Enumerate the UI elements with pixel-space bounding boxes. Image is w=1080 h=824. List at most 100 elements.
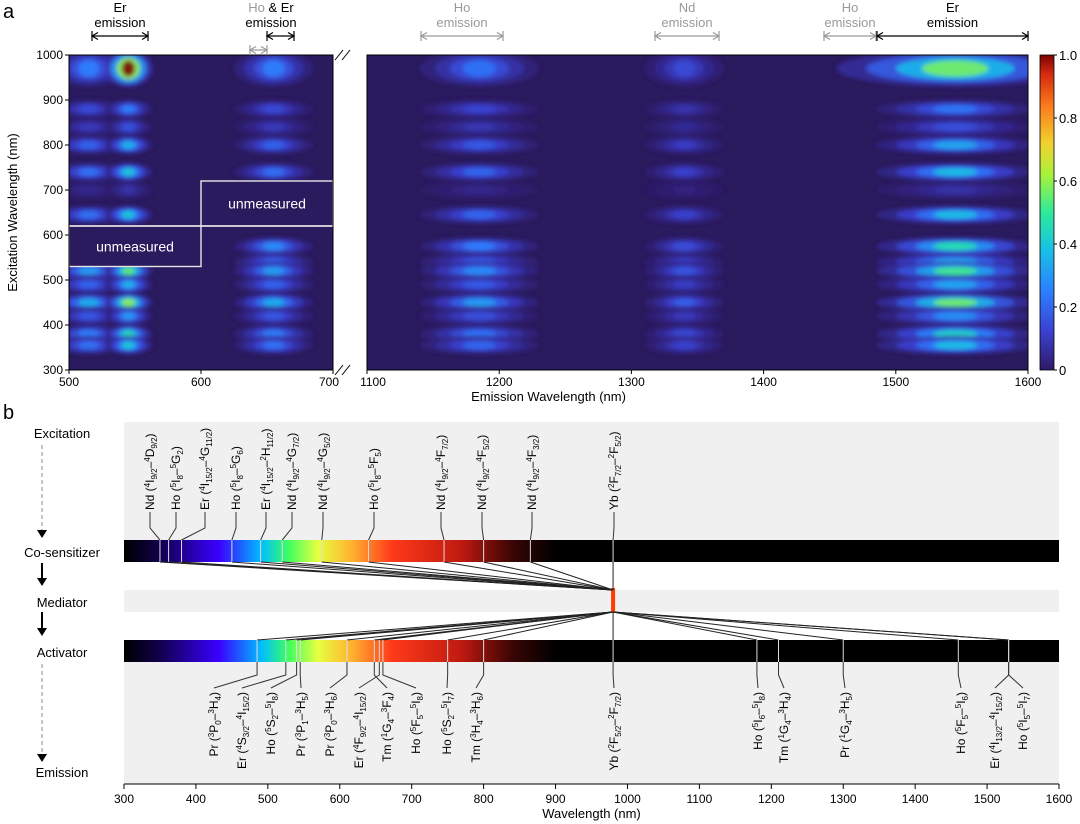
- colorbar-tick-label: 0.4: [1059, 237, 1077, 252]
- x-tick-label: 1100: [360, 375, 386, 389]
- heatmap-spot: [78, 311, 100, 321]
- excitation-path: [368, 561, 614, 591]
- flow-arrow-head: [37, 754, 47, 762]
- excitation-leader: [529, 512, 533, 541]
- heatmap-spot: [933, 329, 978, 339]
- heatmap-spot: [673, 167, 696, 177]
- x-tick-label: 700: [319, 375, 339, 389]
- row-label: Mediator: [37, 595, 88, 610]
- excitation-label: Nd (4I9/2–4G7/2): [285, 433, 301, 510]
- heatmap-spot: [78, 140, 100, 150]
- heatmap: unmeasured unmeasured: [68, 55, 1028, 370]
- x-axis-title: Wavelength (nm): [542, 806, 641, 821]
- y-tick-label: 400: [43, 318, 63, 332]
- panel-label-a: a: [3, 1, 15, 23]
- colorbar-tick-label: 0: [1059, 363, 1066, 378]
- heatmap-spot: [673, 185, 696, 195]
- emission-path: [612, 611, 758, 641]
- excitation-path: [321, 561, 614, 591]
- heatmap-spot: [262, 280, 285, 289]
- band-label: emission: [661, 15, 712, 30]
- flow-arrow-head: [37, 530, 47, 538]
- heatmap-spot: [921, 60, 989, 77]
- band-label: Er: [946, 0, 960, 15]
- heatmap-spot: [78, 280, 100, 289]
- heatmap-spot: [673, 60, 696, 77]
- excitation-path: [443, 561, 614, 591]
- heatmap-spots-left: [69, 55, 314, 355]
- mediator-marker: [611, 588, 616, 612]
- heatmap-spot: [933, 298, 978, 307]
- heatmap-spot: [262, 298, 285, 307]
- axis-break-mark: [334, 364, 344, 376]
- emission-leader: [213, 662, 258, 689]
- heatmap-spot: [462, 60, 497, 77]
- excitation-path: [181, 561, 614, 591]
- row-label: Co-sensitizer: [24, 545, 101, 560]
- heatmap-spot: [673, 280, 696, 289]
- activator-spectrum: [124, 640, 556, 662]
- heatmap-spot: [673, 122, 696, 132]
- band-label: Ho: [454, 0, 471, 15]
- colorbar-tick-label: 1.0: [1059, 48, 1077, 63]
- excitation-label: Nd (4I9/2–4D9/2): [143, 433, 159, 510]
- axis-break-mark: [341, 49, 351, 61]
- heatmap-spot: [933, 280, 978, 289]
- heatmap-spot: [121, 210, 136, 219]
- transition-diagram: Excitation Co-sensitizer Mediator Activator…: [24, 422, 1073, 821]
- heatmap-spot: [121, 122, 136, 132]
- excitation-label: Er (4I15/2–2H11/2): [259, 428, 275, 510]
- heatmap-spot: [121, 329, 136, 339]
- heatmap-spot: [933, 242, 978, 251]
- heatmap-spot: [933, 210, 978, 219]
- heatmap-spot: [933, 185, 978, 195]
- emission-leader: [842, 662, 846, 689]
- emission-path: [613, 611, 1009, 641]
- row-label: Excitation: [34, 426, 90, 441]
- mediator-strip: [124, 590, 1059, 612]
- emission-label: Er (4S3/2–4I15/2): [235, 692, 251, 769]
- heatmap-spot: [462, 140, 497, 150]
- excitation-path: [282, 561, 614, 591]
- heatmap-spot: [262, 266, 285, 276]
- excitation-path: [530, 561, 614, 591]
- heatmap-spot: [121, 341, 136, 350]
- heatmap-spot: [462, 311, 497, 321]
- excitation-strip: [124, 422, 1059, 540]
- band-label: Nd: [679, 0, 696, 15]
- heatmap-spot: [78, 266, 100, 276]
- heatmap-spot: [673, 298, 696, 307]
- band-label-combo: Ho & Er: [248, 0, 294, 15]
- band-label: emission: [94, 15, 145, 30]
- heatmap-spot: [121, 185, 136, 195]
- excitation-label: Ho (5I8–5G2): [169, 446, 185, 510]
- x-axis-title: Emission Wavelength (nm): [471, 389, 626, 404]
- emission-path: [300, 611, 614, 641]
- heatmap-spot: [462, 104, 497, 114]
- x-tick-label: 1500: [882, 375, 909, 389]
- x-tick-label: 1200: [486, 375, 513, 389]
- heatmap-spots-right: [419, 55, 1028, 355]
- heatmap-spot: [933, 311, 978, 321]
- row-label: Emission: [36, 765, 89, 780]
- emission-label: Tm (1G4–3H4): [777, 692, 793, 763]
- heatmap-spot: [462, 242, 497, 251]
- heatmap-spot: [78, 122, 100, 132]
- emission-leader: [270, 662, 298, 689]
- unmeasured-regions: unmeasured unmeasured: [68, 180, 334, 268]
- emission-path: [346, 611, 614, 641]
- colorbar-tick-label: 0.8: [1059, 111, 1077, 126]
- heatmap-spot: [121, 266, 136, 276]
- x-tick-label: 1400: [902, 792, 929, 806]
- unmeasured-label: unmeasured: [96, 238, 174, 254]
- x-tick-label: 1500: [974, 792, 1001, 806]
- colorbar-tick-label: 0.2: [1059, 300, 1077, 315]
- emission-path: [613, 611, 844, 641]
- heatmap-spot: [262, 60, 285, 77]
- heatmap-spot: [262, 329, 285, 339]
- emission-path: [612, 611, 779, 641]
- flow-arrow-head: [37, 578, 47, 586]
- emission-leader: [373, 662, 388, 689]
- axis-break-mark: [341, 364, 351, 376]
